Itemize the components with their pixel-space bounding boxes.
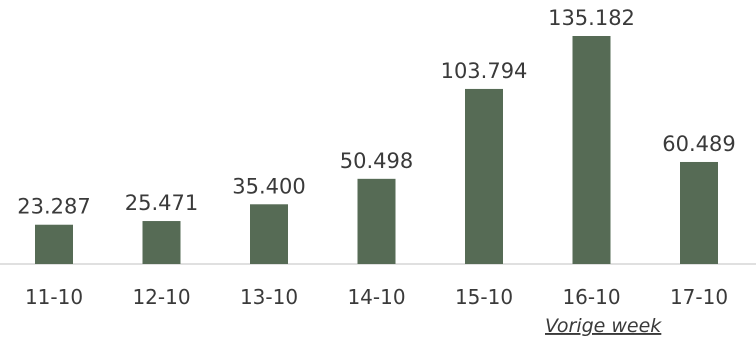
bar-12-10: [142, 221, 181, 264]
bars-group: [35, 36, 718, 264]
value-label-17-10: 60.489: [662, 132, 735, 156]
value-label-13-10: 35.400: [232, 174, 305, 198]
annotation-vorige-week: Vorige week: [545, 315, 662, 337]
bar-15-10: [465, 88, 503, 264]
bar-16-10: [572, 36, 611, 264]
bar-11-10: [35, 224, 73, 264]
value-label-11-10: 23.287: [17, 195, 90, 219]
category-label-15-10: 15-10: [455, 285, 513, 309]
category-label-16-10: 16-10: [562, 285, 620, 309]
category-label-17-10: 17-10: [670, 285, 728, 309]
bar-17-10: [680, 161, 718, 264]
category-label-13-10: 13-10: [240, 285, 298, 309]
value-label-14-10: 50.498: [340, 149, 413, 173]
value-label-12-10: 25.471: [125, 191, 198, 215]
category-label-14-10: 14-10: [347, 285, 405, 309]
category-labels-group: 11-10 12-10 13-10 14-10 15-10 16-10 17-10: [25, 285, 728, 309]
bar-14-10: [357, 178, 396, 264]
category-label-12-10: 12-10: [132, 285, 190, 309]
value-label-15-10: 103.794: [441, 59, 528, 83]
value-label-16-10: 135.182: [548, 6, 635, 30]
value-labels-group: 23.287 25.471 35.400 50.498 103.794 135.182 60…: [17, 6, 735, 219]
bar-13-10: [250, 204, 288, 264]
category-label-11-10: 11-10: [25, 285, 83, 309]
